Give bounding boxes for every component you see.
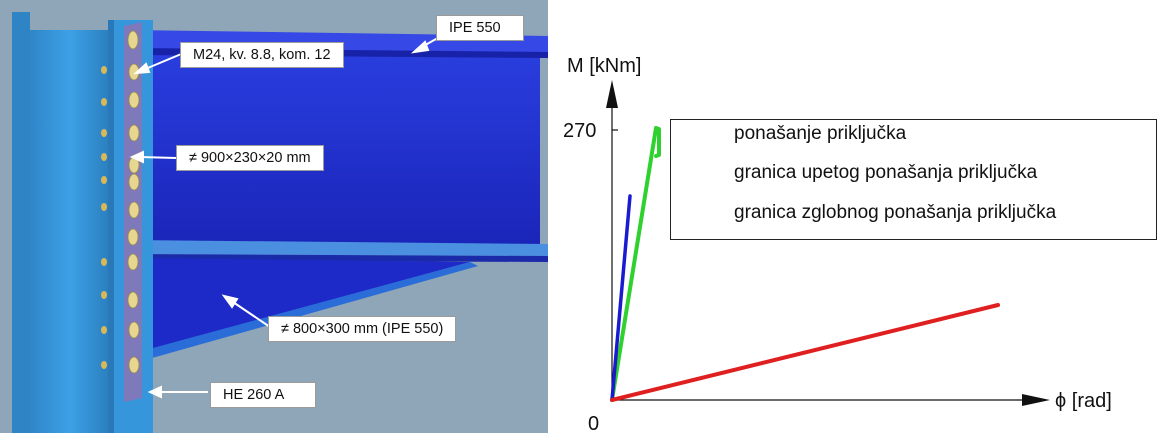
end-plate-callout: ≠ 900×230×20 mm [176, 145, 324, 171]
beam-callout: IPE 550 [436, 15, 524, 41]
bolt-heads [127, 30, 140, 374]
moment-rotation-diagram: M [kNm] 270 0 ϕ [rad] [563, 55, 1112, 433]
x-axis-label: ϕ [rad] [1055, 390, 1112, 412]
beam-web [135, 45, 540, 250]
column-back-flange [12, 12, 30, 433]
curve-connection-behaviour [610, 126, 661, 402]
curve-rigid-limit [610, 194, 632, 402]
haunch-callout-arrow [229, 299, 271, 328]
y-tick-label: 270 [563, 120, 596, 142]
end-plate-callout-arrow [139, 156, 177, 159]
x-axis-arrow [1022, 394, 1050, 406]
haunch-callout: ≠ 800×300 mm (IPE 550) [268, 316, 457, 342]
curve-pinned-limit [610, 303, 1000, 402]
column-web [30, 30, 110, 433]
y-axis-arrow [606, 80, 618, 108]
beam-bottom-flange [130, 240, 548, 256]
bolts-callout-arrow [142, 51, 187, 71]
legend-label-connection-behaviour: ponašanje priključka [734, 123, 907, 144]
bolts-callout: M24, kv. 8.8, kom. 12 [180, 42, 344, 68]
legend: ponašanje priključka granica upetog pona… [670, 119, 1157, 240]
legend-label-pinned-limit: granica zglobnog ponašanja priključka [734, 202, 1057, 223]
bolt-shanks [101, 66, 107, 369]
origin-label: 0 [588, 413, 599, 433]
column-callout: HE 260 A [210, 382, 316, 408]
connection-model-image [0, 0, 548, 433]
legend-label-rigid-limit: granica upetog ponašanja priključka [734, 162, 1038, 183]
haunch [138, 258, 470, 352]
y-axis-label: M [kNm] [567, 55, 641, 77]
